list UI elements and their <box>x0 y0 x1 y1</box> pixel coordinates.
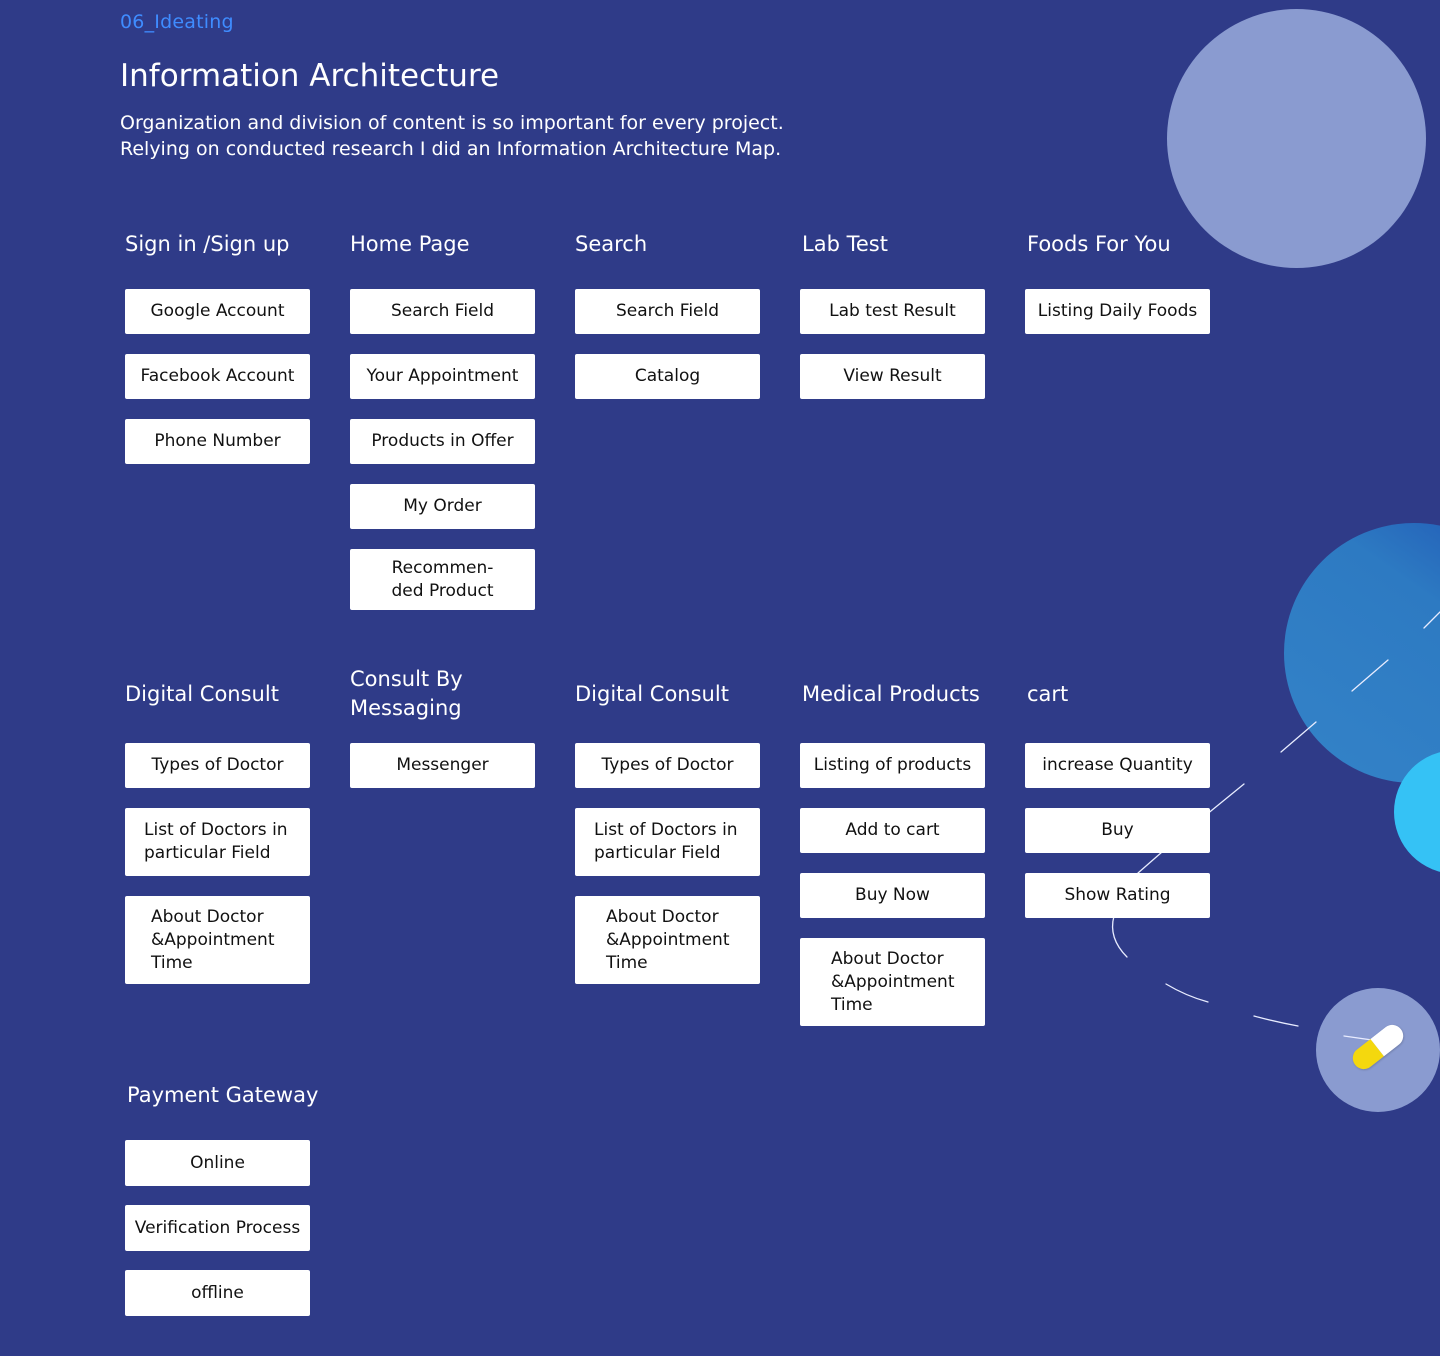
node-lab-test-result[interactable]: Lab test Result <box>800 289 985 334</box>
column-title-medical-products: Medical Products <box>802 682 980 706</box>
column-title-foods: Foods For You <box>1027 232 1171 256</box>
node-facebook-account[interactable]: Facebook Account <box>125 354 310 399</box>
node-catalog[interactable]: Catalog <box>575 354 760 399</box>
node-google-account[interactable]: Google Account <box>125 289 310 334</box>
column-title-cart: cart <box>1027 682 1069 706</box>
node-search-field[interactable]: Search Field <box>575 289 760 334</box>
node-view-result[interactable]: View Result <box>800 354 985 399</box>
node-offline[interactable]: offline <box>125 1270 310 1316</box>
description-line: Organization and division of content is … <box>120 112 784 134</box>
node-buy[interactable]: Buy <box>1025 808 1210 853</box>
node-types-of-doctor[interactable]: Types of Doctor <box>125 743 310 788</box>
page-title: Information Architecture <box>120 58 500 94</box>
column-title-signin: Sign in /Sign up <box>125 232 290 256</box>
node-show-rating[interactable]: Show Rating <box>1025 873 1210 918</box>
node-messenger[interactable]: Messenger <box>350 743 535 788</box>
column-title-consult-messaging: Consult By Messaging <box>350 667 463 720</box>
node-buy-now[interactable]: Buy Now <box>800 873 985 918</box>
decor-circle-large <box>1167 9 1426 268</box>
node-increase-quantity[interactable]: increase Quantity <box>1025 743 1210 788</box>
node-my-order[interactable]: My Order <box>350 484 535 529</box>
node-recommended-product[interactable]: Recommen- ded Product <box>350 549 535 610</box>
section-label: 06_Ideating <box>120 11 234 33</box>
node-listing-of-products[interactable]: Listing of products <box>800 743 985 788</box>
node-about-doctor[interactable]: About Doctor &Appointment Time <box>125 896 310 984</box>
node-search-field[interactable]: Search Field <box>350 289 535 334</box>
node-products-in-offer[interactable]: Products in Offer <box>350 419 535 464</box>
node-add-to-cart[interactable]: Add to cart <box>800 808 985 853</box>
column-title-payment-gateway: Payment Gateway <box>127 1083 319 1107</box>
node-about-doctor[interactable]: About Doctor &Appointment Time <box>800 938 985 1026</box>
node-verification-process[interactable]: Verification Process <box>125 1205 310 1251</box>
column-title-digital-consult: Digital Consult <box>125 682 279 706</box>
column-title-search: Search <box>575 232 648 256</box>
column-title-digital-consult: Digital Consult <box>575 682 729 706</box>
node-list-of-doctors[interactable]: List of Doctors in particular Field <box>125 808 310 876</box>
node-phone-number[interactable]: Phone Number <box>125 419 310 464</box>
node-list-of-doctors[interactable]: List of Doctors in particular Field <box>575 808 760 876</box>
page-description: Organization and division of content is … <box>120 110 840 162</box>
description-line: Relying on conducted research I did an I… <box>120 138 782 160</box>
column-title-home: Home Page <box>350 232 470 256</box>
node-online[interactable]: Online <box>125 1140 310 1186</box>
node-listing-daily-foods[interactable]: Listing Daily Foods <box>1025 289 1210 334</box>
column-title-lab: Lab Test <box>802 232 888 256</box>
node-your-appointment[interactable]: Your Appointment <box>350 354 535 399</box>
node-types-of-doctor[interactable]: Types of Doctor <box>575 743 760 788</box>
node-about-doctor[interactable]: About Doctor &Appointment Time <box>575 896 760 984</box>
